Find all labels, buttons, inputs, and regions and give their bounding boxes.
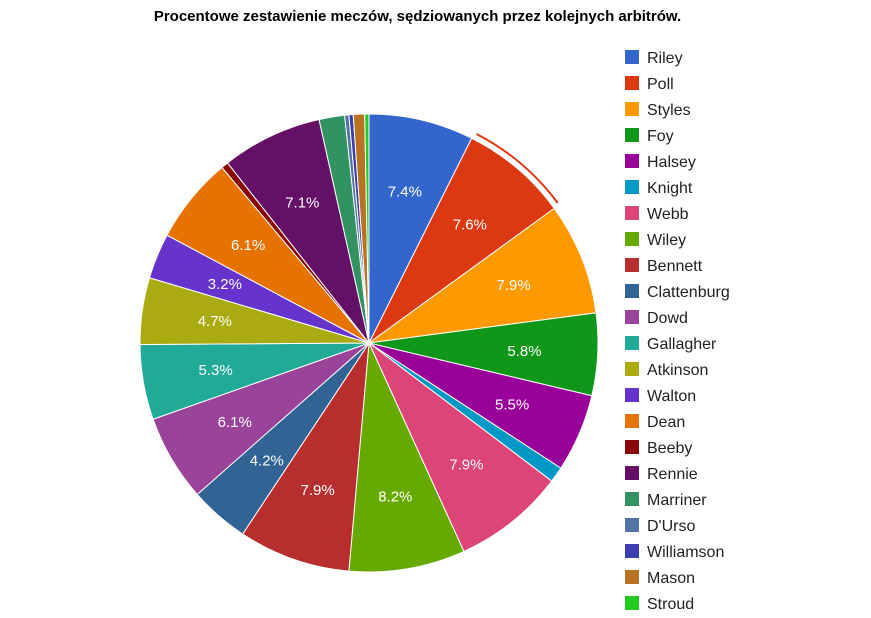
legend-label: Dean (647, 414, 685, 431)
legend-label: Poll (647, 76, 674, 93)
slice-label-rennie: 7.1% (285, 194, 319, 211)
legend-item-knight[interactable]: Knight (625, 180, 693, 197)
pie-slice-webb[interactable] (368, 342, 553, 553)
legend-label: Dowd (647, 310, 688, 327)
legend-swatch (625, 180, 639, 194)
legend-item-gallagher[interactable]: Gallagher (625, 336, 717, 353)
legend-label: Styles (647, 102, 691, 119)
legend-label: Riley (647, 50, 683, 67)
legend-swatch (625, 596, 639, 610)
legend-item-halsey[interactable]: Halsey (625, 154, 696, 171)
slice-label-riley: 7.4% (388, 184, 422, 201)
slice-label-wiley: 8.2% (378, 489, 412, 506)
legend-item-dowd[interactable]: Dowd (625, 310, 688, 327)
slice-label-dowd: 6.1% (218, 414, 252, 431)
legend-swatch (625, 388, 639, 402)
chart-title: Procentowe zestawienie meczów, sędziowan… (153, 8, 682, 25)
slice-label-clattenburg: 4.2% (250, 453, 284, 470)
legend-item-webb[interactable]: Webb (625, 206, 689, 223)
legend-swatch (625, 310, 639, 324)
legend-item-walton[interactable]: Walton (625, 388, 696, 405)
legend-swatch (625, 128, 639, 142)
pie-slice-wiley[interactable] (348, 341, 465, 573)
legend-swatch (625, 232, 639, 246)
legend-item-wiley[interactable]: Wiley (625, 232, 686, 249)
legend-label: Halsey (647, 154, 696, 171)
slice-label-gallagher: 5.3% (198, 362, 232, 379)
legend-swatch (625, 284, 639, 298)
legend-label: Foy (647, 128, 674, 145)
legend-label: Marriner (647, 492, 707, 509)
legend-swatch (625, 76, 639, 90)
legend-swatch (625, 154, 639, 168)
pie-slice-bennett[interactable] (241, 342, 370, 572)
legend-item-dean[interactable]: Dean (625, 414, 685, 431)
pie-slice-rennie[interactable] (226, 118, 370, 344)
legend-swatch (625, 206, 639, 220)
legend-label: Atkinson (647, 362, 708, 379)
pie-slice-poll[interactable] (368, 137, 555, 344)
legend-item-williamson[interactable]: Williamson (625, 544, 724, 561)
legend-swatch (625, 50, 639, 64)
slice-highlight-arc (476, 133, 559, 204)
legend-item-mason[interactable]: Mason (625, 570, 695, 587)
legend-item-riley[interactable]: Riley (625, 50, 683, 67)
legend-swatch (625, 544, 639, 558)
legend-item-clattenburg[interactable]: Clattenburg (625, 284, 730, 301)
legend-label: Wiley (647, 232, 686, 249)
pie-slice-stroud[interactable] (364, 113, 370, 344)
legend-label: Stroud (647, 596, 694, 613)
legend-item-atkinson[interactable]: Atkinson (625, 362, 708, 379)
pie-slice-riley[interactable] (368, 113, 473, 344)
slice-label-bennett: 7.9% (300, 482, 334, 499)
legend-swatch (625, 466, 639, 480)
legend-swatch (625, 414, 639, 428)
slice-label-dean: 6.1% (231, 237, 265, 254)
legend-label: Webb (647, 206, 689, 223)
slice-label-halsey: 5.5% (495, 396, 529, 413)
legend-label: Williamson (647, 544, 724, 561)
legend-swatch (625, 518, 639, 532)
slice-highlight (476, 133, 559, 204)
slice-label-walton: 3.2% (208, 276, 242, 293)
legend-label: Clattenburg (647, 284, 730, 301)
legend: Riley Poll Styles Foy Halsey Knight Webb Wiley B… (625, 50, 730, 613)
legend-label: Walton (647, 388, 696, 405)
legend-label: Bennett (647, 258, 703, 275)
legend-item-marriner[interactable]: Marriner (625, 492, 707, 509)
legend-swatch (625, 102, 639, 116)
legend-item-poll[interactable]: Poll (625, 76, 674, 93)
legend-label: D'Urso (647, 518, 695, 535)
pie-slice-styles[interactable] (368, 207, 597, 344)
slice-label-atkinson: 4.7% (198, 313, 232, 330)
slice-label-styles: 7.9% (496, 277, 530, 294)
legend-label: Knight (647, 180, 693, 197)
legend-swatch (625, 362, 639, 376)
legend-item-rennie[interactable]: Rennie (625, 466, 698, 483)
legend-item-stroud[interactable]: Stroud (625, 596, 694, 613)
pie-slices (139, 113, 599, 573)
legend-item-beeby[interactable]: Beeby (625, 440, 692, 457)
legend-swatch (625, 570, 639, 584)
slice-label-poll: 7.6% (453, 216, 487, 233)
legend-swatch (625, 440, 639, 454)
slice-label-webb: 7.9% (449, 457, 483, 474)
legend-swatch (625, 492, 639, 506)
legend-item-foy[interactable]: Foy (625, 128, 674, 145)
legend-item-styles[interactable]: Styles (625, 102, 691, 119)
slice-labels: 7.4% 7.6% 7.9% 5.8% 5.5% 7.9% 8.2% 7.9% 4.2% 6.1%… (198, 184, 542, 506)
legend-item-d-urso[interactable]: D'Urso (625, 518, 695, 535)
legend-item-bennett[interactable]: Bennett (625, 258, 703, 275)
legend-label: Rennie (647, 466, 698, 483)
legend-label: Gallagher (647, 336, 717, 353)
legend-label: Mason (647, 570, 695, 587)
legend-swatch (625, 258, 639, 272)
legend-swatch (625, 336, 639, 350)
slice-label-foy: 5.8% (507, 343, 541, 360)
legend-label: Beeby (647, 440, 692, 457)
